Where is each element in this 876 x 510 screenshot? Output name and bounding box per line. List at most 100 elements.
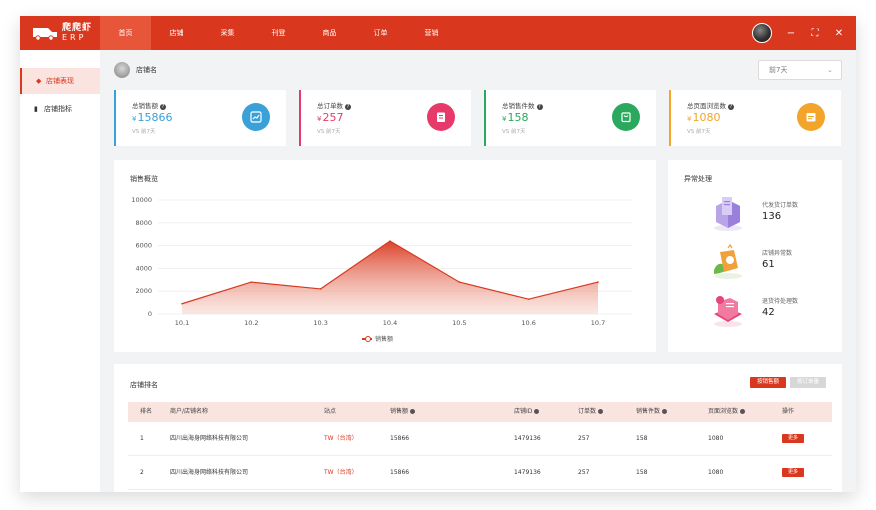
- stat-label: 总订单数?: [317, 100, 351, 110]
- x-tick-label: 10.3: [313, 319, 327, 327]
- stat-compare: VS 前7天: [687, 129, 711, 135]
- cell-orders: 257: [578, 469, 590, 476]
- col-orders: 订单数: [578, 402, 604, 422]
- stat-value: ¥1080: [687, 111, 720, 124]
- calendar-icon: [797, 103, 825, 131]
- nav-orders[interactable]: 订单: [373, 29, 388, 37]
- col-orders-label: 订单数: [578, 408, 597, 415]
- stat-label-text: 总销售件数: [502, 102, 535, 110]
- cell-site[interactable]: TW（台湾）: [324, 469, 358, 476]
- exception-pending-shipments[interactable]: 代发货订单数 136: [708, 194, 848, 234]
- panel-title: 异常处理: [684, 175, 712, 183]
- sort-by-orders-button[interactable]: 按订单量: [790, 377, 826, 388]
- cell-site[interactable]: TW（台湾）: [324, 435, 358, 442]
- col-sales-label: 销售额: [390, 408, 409, 415]
- panel-title: 销售概览: [130, 175, 158, 183]
- cell-items: 158: [636, 435, 648, 442]
- stat-label: 总页面浏览数?: [687, 100, 734, 110]
- help-icon[interactable]: [410, 409, 416, 414]
- nav-collect[interactable]: 采集: [220, 29, 235, 37]
- clipboard-icon: [427, 103, 455, 131]
- help-icon[interactable]: ?: [536, 104, 543, 110]
- logo[interactable]: 爬爬虾 ERP: [32, 23, 102, 45]
- exception-label: 店铺异常数: [762, 250, 793, 257]
- table-row[interactable]: 1 四川出海身网络科技有限公司 TW（台湾） 15866 1479136 257…: [128, 422, 832, 456]
- currency-symbol: ¥: [132, 115, 137, 123]
- help-icon[interactable]: [598, 409, 604, 414]
- col-items-label: 销售件数: [636, 408, 661, 415]
- minimize-icon[interactable]: −: [786, 27, 796, 39]
- currency-symbol: ¥: [317, 115, 322, 123]
- nav-shop[interactable]: 店铺: [169, 29, 184, 37]
- data-point[interactable]: [250, 281, 253, 283]
- table-header: 排名 商户/店铺名称 站点 销售额 店铺ID 订单数 销售件数 页面浏览数 操作: [128, 402, 832, 422]
- sidebar-item-label: 店铺指标: [44, 105, 72, 113]
- help-icon[interactable]: [662, 409, 668, 414]
- stat-number: 158: [507, 111, 529, 124]
- col-shop-id: 店铺ID: [514, 402, 540, 422]
- sort-by-sales-button[interactable]: 按销售额: [750, 377, 786, 388]
- sales-overview-panel: 销售概览 10000 8000 6000 4000 2000 0 10.1 10.2 10.3 1…: [114, 160, 656, 352]
- data-point[interactable]: [597, 281, 599, 283]
- exception-panel: 异常处理 代发货订单数 136: [668, 160, 842, 352]
- app-window: 爬爬虾 ERP 首页 店铺 采集 刊登 商品 订单 营销 − ⛶ ✕ ◆ 店铺表现…: [20, 16, 856, 492]
- stat-number: 1080: [692, 111, 721, 124]
- returns-illustration-icon: [714, 296, 742, 327]
- stat-card-total-views[interactable]: 总页面浏览数? ¥1080 VS 前7天: [669, 90, 841, 146]
- sidebar-item-shop-metrics[interactable]: ▮ 店铺指标: [20, 96, 100, 122]
- cell-items: 158: [636, 469, 648, 476]
- help-icon[interactable]: [534, 409, 540, 414]
- data-point[interactable]: [389, 240, 391, 242]
- help-icon[interactable]: ?: [728, 104, 734, 110]
- top-bar: 爬爬虾 ERP 首页 店铺 采集 刊登 商品 订单 营销 − ⛶ ✕: [20, 16, 856, 50]
- sales-chart: 10000 8000 6000 4000 2000 0 10.1 10.2 10.3 10.4 10…: [131, 196, 632, 327]
- data-point[interactable]: [181, 302, 183, 305]
- cell-shop-name: 四川出海身网络科技有限公司: [170, 435, 249, 442]
- cell-views: 1080: [708, 469, 724, 476]
- more-button[interactable]: 更多: [782, 468, 804, 477]
- stat-card-total-orders[interactable]: 总订单数? ¥257 VS 前7天: [299, 90, 471, 146]
- diamond-icon: ◆: [36, 77, 42, 85]
- help-icon[interactable]: [740, 409, 746, 414]
- trend-icon: [242, 103, 270, 131]
- data-point[interactable]: [458, 281, 461, 283]
- help-icon[interactable]: ?: [345, 104, 351, 110]
- nav-home[interactable]: 首页: [100, 16, 151, 50]
- data-point[interactable]: [319, 288, 322, 290]
- chart-legend[interactable]: 销售额: [362, 334, 393, 343]
- chevron-down-icon: ⌄: [827, 66, 833, 74]
- legend-label: 销售额: [375, 336, 394, 343]
- stat-card-total-items[interactable]: 总销售件数? ¥158 VS 前7天: [484, 90, 656, 146]
- exception-shop-errors[interactable]: 店铺异常数 61: [708, 242, 848, 282]
- nav-publish[interactable]: 刊登: [271, 29, 286, 37]
- fullscreen-icon[interactable]: ⛶: [811, 27, 819, 39]
- user-avatar[interactable]: [752, 23, 772, 43]
- brand-name: 爬爬虾: [62, 23, 93, 33]
- main-nav: 首页 店铺 采集 刊登 商品 订单 营销: [100, 16, 457, 50]
- nav-marketing[interactable]: 营销: [424, 29, 439, 37]
- help-icon[interactable]: ?: [160, 104, 166, 110]
- stat-label: 总销售件数?: [502, 100, 543, 110]
- data-point[interactable]: [527, 298, 530, 300]
- period-select[interactable]: 前7天 ⌄: [758, 60, 842, 80]
- more-button[interactable]: 更多: [782, 434, 804, 443]
- stat-value: ¥257: [317, 111, 343, 124]
- y-tick-label: 0: [148, 310, 152, 318]
- close-icon[interactable]: ✕: [834, 27, 844, 39]
- col-views: 页面浏览数: [708, 402, 746, 422]
- cell-shop-id: 1479136: [514, 435, 541, 442]
- exception-label: 退货待处理数: [762, 298, 799, 305]
- bar-chart-icon: ▮: [34, 105, 38, 113]
- cell-rank: 1: [140, 435, 144, 442]
- stat-card-total-sales[interactable]: 总销售额? ¥15866 VS 前7天: [114, 90, 286, 146]
- cell-shop-name: 四川出海身网络科技有限公司: [170, 469, 249, 476]
- col-shop-name: 商户/店铺名称: [170, 408, 209, 415]
- sidebar-item-shop-performance[interactable]: ◆ 店铺表现: [20, 68, 100, 94]
- nav-products[interactable]: 商品: [322, 29, 337, 37]
- stat-value: ¥158: [502, 111, 528, 124]
- table-row[interactable]: 2 四川出海身网络科技有限公司 TW（台湾） 15866 1479136 257…: [128, 456, 832, 490]
- stat-compare: VS 前7天: [317, 129, 341, 135]
- legend-marker: [362, 335, 372, 342]
- x-tick-label: 10.6: [521, 319, 535, 327]
- exception-returns-pending[interactable]: 退货待处理数 42: [708, 290, 848, 330]
